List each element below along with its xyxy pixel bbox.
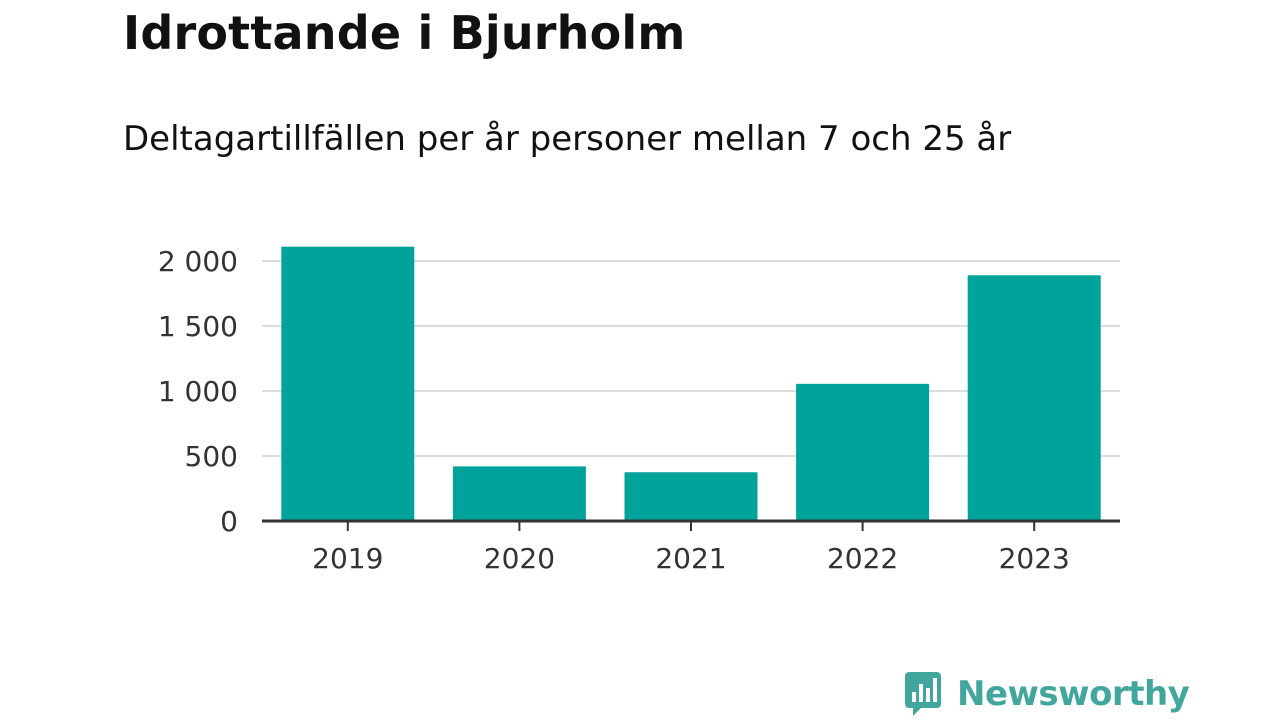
x-tick-label: 2019 [312, 542, 383, 575]
bar [281, 246, 415, 521]
bar-chart-speech-bubble-icon [905, 672, 941, 716]
newsworthy-logo: Newsworthy [903, 670, 1190, 718]
y-tick-label: 500 [185, 440, 238, 473]
x-tick-label: 2023 [999, 542, 1070, 575]
bar [796, 383, 930, 521]
y-tick-label: 2 000 [158, 245, 238, 278]
bar [624, 472, 758, 521]
x-tick-label: 2022 [827, 542, 898, 575]
chart-subtitle: Deltagartillfällen per år personer mella… [123, 119, 1012, 159]
logo-text: Newsworthy [957, 674, 1190, 714]
bar [967, 275, 1101, 521]
x-tick-label: 2021 [655, 542, 726, 575]
chart-title: Idrottande i Bjurholm [123, 6, 686, 60]
y-tick-label: 0 [220, 505, 238, 538]
y-tick-label: 1 500 [158, 310, 238, 343]
y-tick-label: 1 000 [158, 375, 238, 408]
bar [452, 466, 586, 521]
x-tick-label: 2020 [484, 542, 555, 575]
